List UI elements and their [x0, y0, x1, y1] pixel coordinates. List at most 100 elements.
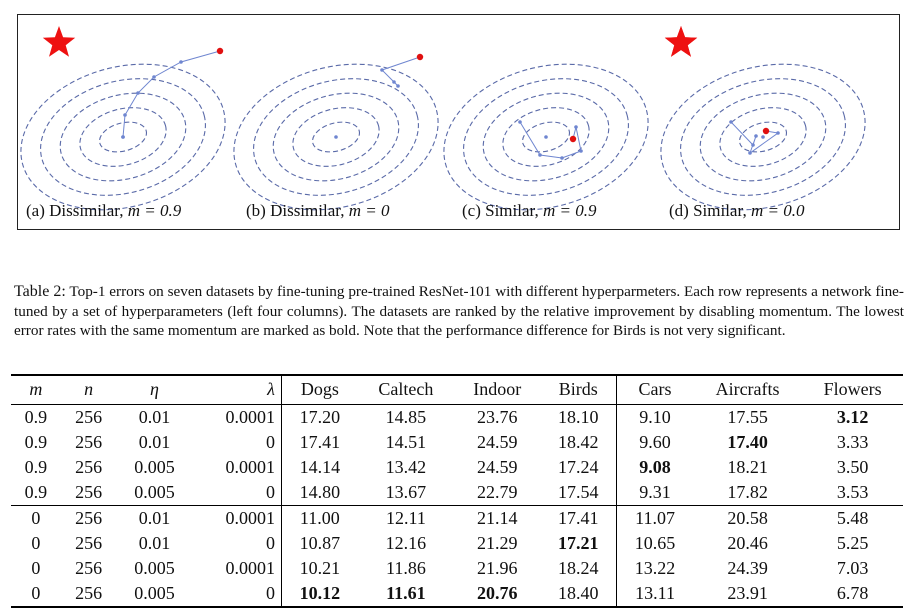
step-point [518, 120, 522, 124]
step-point [392, 80, 396, 84]
cell-aircrafts: 18.21 [727, 456, 768, 477]
optimum-point [544, 135, 548, 139]
cell-lambda: 0 [192, 530, 282, 556]
cell-cars: 9.60 [639, 431, 671, 452]
cell-n: 256 [60, 580, 117, 608]
cell-m: 0 [11, 504, 61, 531]
contour-ellipse [521, 121, 571, 153]
panel-a-math: m = 0.9 [127, 201, 182, 220]
contour-ellipse [20, 63, 226, 211]
table-row: 0.9 256 0.01 0.0001 17.20 14.85 23.76 18.10 9.10… [11, 404, 903, 430]
cell-flowers: 3.53 [836, 481, 869, 502]
cell-indoor: 21.96 [477, 557, 518, 578]
cell-eta: 0.005 [116, 580, 193, 608]
cell-n: 256 [75, 481, 103, 502]
start-point [216, 47, 224, 55]
cell-dogs: 11.00 [281, 504, 358, 531]
panel-b-caption: (b) Dissimilar, m = 0 [246, 201, 389, 221]
cell-indoor: 21.29 [477, 532, 518, 553]
contour-ellipse [719, 107, 807, 167]
cell-n: 256 [75, 456, 103, 477]
cell-birds: 18.24 [540, 555, 618, 581]
optimization-path [730, 121, 780, 155]
step-point [136, 91, 140, 95]
cell-flowers: 5.25 [836, 532, 869, 553]
step-point [121, 135, 125, 139]
cell-caltech: 11.61 [357, 580, 455, 608]
cell-birds: 17.54 [540, 479, 618, 505]
header-indoor: Indoor [454, 374, 541, 405]
panel-c-label: (c) Similar, [462, 201, 543, 220]
table-row: 0 256 0.005 0 10.12 11.61 20.76 18.40 13.11 23.91… [11, 580, 903, 608]
contour-ellipse [680, 78, 846, 196]
contour-ellipse [59, 92, 187, 182]
panel-a-label: (a) Dissimilar, [26, 201, 128, 220]
header-m: m [11, 374, 61, 405]
cell-caltech: 13.67 [385, 481, 427, 502]
cell-flowers: 3.12 [836, 406, 869, 427]
start-point [762, 127, 770, 135]
cell-m: 0.9 [24, 406, 48, 427]
table-row: 0 256 0.01 0 10.87 12.16 21.29 17.21 10.65 20.46 5… [11, 530, 903, 556]
cell-aircrafts: 24.39 [727, 557, 768, 578]
step-point [152, 75, 156, 79]
cell-aircrafts: 23.91 [692, 580, 803, 608]
cell-dogs: 10.21 [299, 557, 341, 578]
table-row: 0.9 256 0.005 0.0001 14.14 13.42 24.59 17.24 9.0… [11, 454, 903, 480]
cell-cars: 10.65 [634, 532, 676, 553]
cell-aircrafts: 20.46 [727, 532, 768, 553]
contour-ellipse [292, 107, 380, 167]
cell-cars: 9.08 [639, 456, 671, 477]
cell-eta: 0.01 [116, 504, 193, 531]
panel-b-math: m = 0 [348, 201, 390, 220]
table-row: 0.9 256 0.01 0 17.41 14.51 24.59 18.42 9.60 17.40… [11, 429, 903, 455]
step-point [179, 60, 183, 64]
cell-birds: 18.10 [540, 404, 618, 430]
step-point [560, 156, 564, 160]
cell-lambda: 0.0001 [192, 555, 282, 581]
contour-ellipse [311, 121, 361, 153]
cell-cars: 13.22 [634, 557, 676, 578]
cell-caltech: 11.86 [385, 557, 426, 578]
cell-flowers: 3.33 [836, 431, 869, 452]
cell-dogs: 14.80 [299, 481, 341, 502]
header-eta: η [116, 374, 193, 405]
step-point [751, 143, 755, 147]
panel-c-math: m = 0.9 [543, 201, 597, 220]
contour-ellipse [79, 107, 167, 167]
step-point [754, 134, 758, 138]
header-flowers: Flowers [802, 374, 903, 405]
cell-birds: 17.24 [540, 454, 618, 480]
cell-lambda: 0.0001 [192, 454, 282, 480]
optimum-point [334, 135, 338, 139]
cell-caltech: 12.11 [357, 504, 455, 531]
cell-flowers: 6.78 [802, 580, 903, 608]
cell-indoor: 24.59 [477, 431, 518, 452]
header-aircrafts: Aircrafts [692, 374, 803, 405]
step-point [579, 149, 583, 153]
panel-d-label: (d) Similar, [669, 201, 751, 220]
contour-ellipse [443, 63, 649, 211]
cell-cars: 11.07 [616, 504, 693, 531]
table-header-row: m n η λ Dogs Caltech Indoor Birds Cars A… [11, 374, 903, 405]
contour-ellipse [98, 121, 148, 153]
cell-m: 0.9 [24, 431, 48, 452]
results-table: m n η λ Dogs Caltech Indoor Birds Cars A… [11, 374, 903, 608]
header-caltech: Caltech [357, 374, 455, 405]
table-row: 0 256 0.01 0.0001 11.00 12.11 21.14 17.41 11.07 2… [11, 504, 903, 531]
cell-eta: 0.005 [134, 456, 175, 477]
step-point [748, 151, 752, 155]
table-body: 0.9 256 0.01 0.0001 17.20 14.85 23.76 18.10 9.10… [11, 404, 903, 608]
cell-dogs: 10.87 [299, 532, 341, 553]
header-dogs: Dogs [281, 374, 358, 405]
cell-n: 256 [75, 431, 103, 452]
cell-m: 0 [31, 532, 41, 553]
table-row: 0.9 256 0.005 0 14.80 13.67 22.79 17.54 9.31 17.8… [11, 479, 903, 505]
table-row: 0 256 0.005 0.0001 10.21 11.86 21.96 18.24 13.22… [11, 555, 903, 581]
cell-cars: 9.10 [639, 406, 671, 427]
cell-caltech: 13.42 [385, 456, 427, 477]
step-point [538, 153, 542, 157]
cell-birds: 17.41 [540, 504, 618, 531]
cell-aircrafts: 17.55 [727, 406, 768, 427]
table-caption: Table 2: Top-1 errors on seven datasets … [14, 282, 904, 341]
